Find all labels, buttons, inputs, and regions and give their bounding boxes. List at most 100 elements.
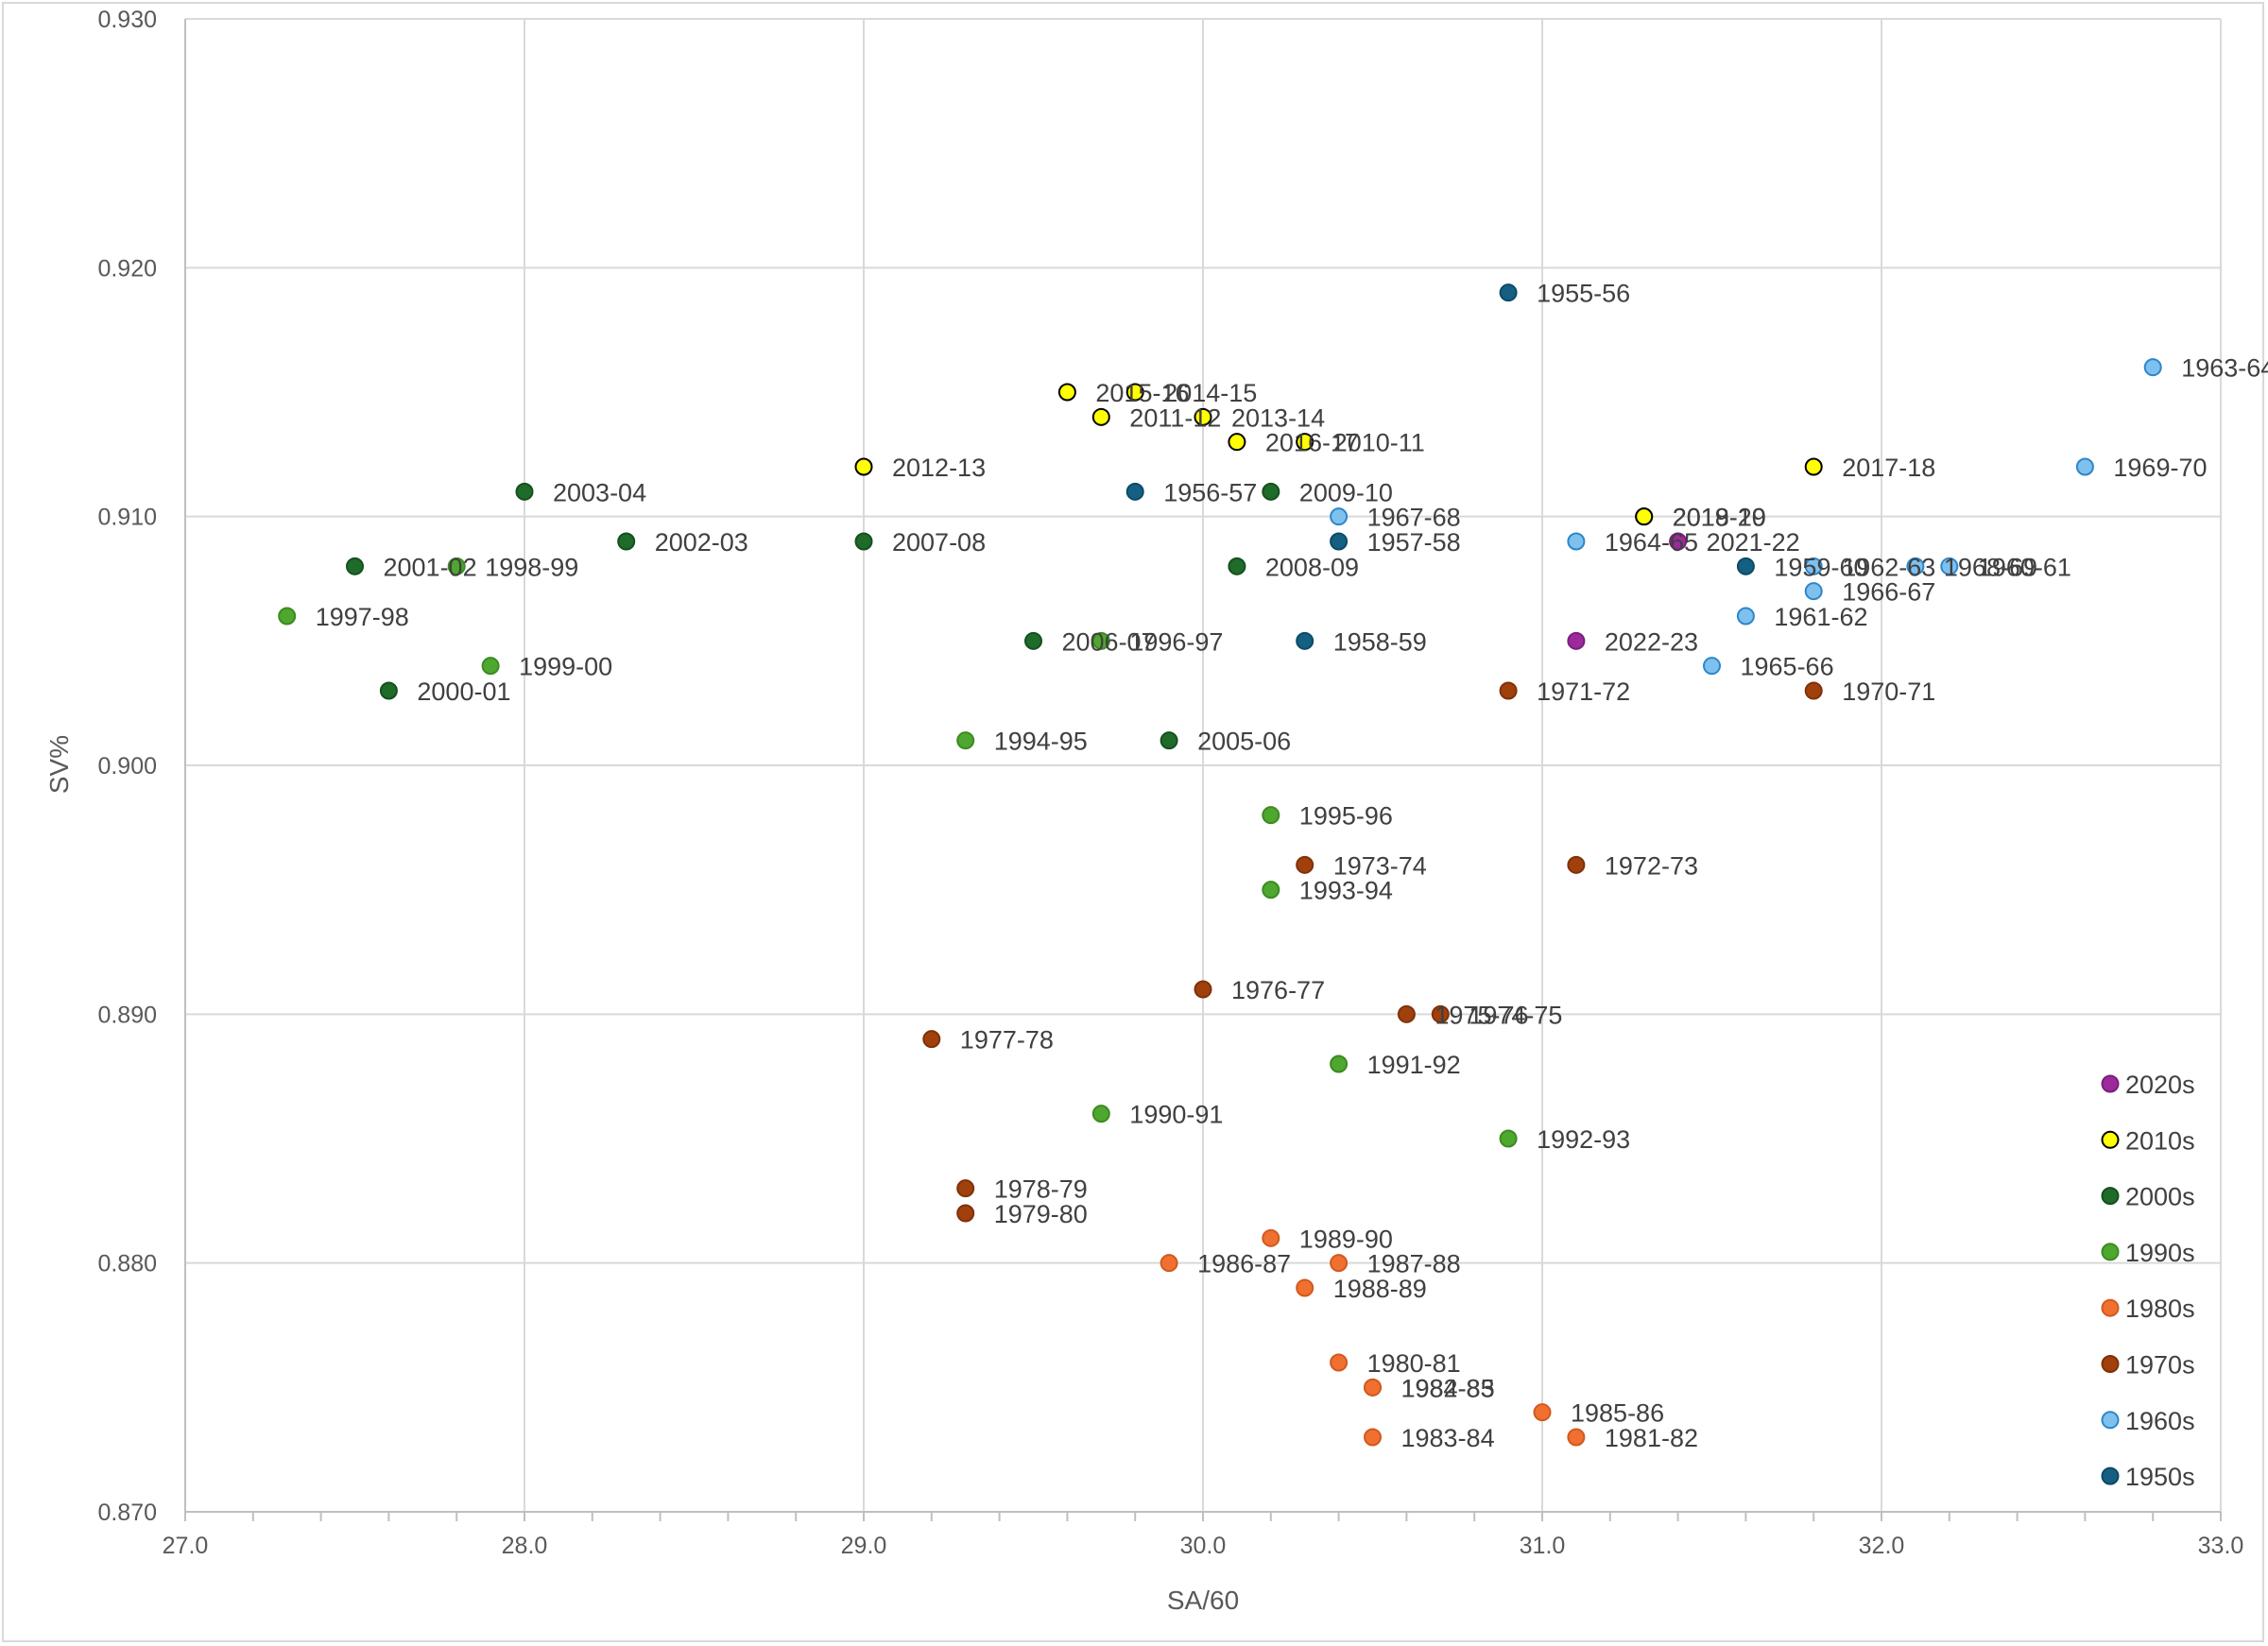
x-tick-label: 28.0 bbox=[502, 1533, 548, 1559]
data-point bbox=[447, 557, 466, 575]
x-tick-label: 27.0 bbox=[163, 1533, 209, 1559]
point-label: 1992-93 bbox=[1537, 1125, 1630, 1154]
data-point bbox=[1567, 1428, 1586, 1447]
point-label: 1969-70 bbox=[2113, 454, 2207, 482]
point-label: 1982-83 bbox=[1401, 1374, 1495, 1402]
data-point bbox=[1397, 1004, 1416, 1023]
data-point bbox=[1703, 657, 1721, 676]
gridlines bbox=[185, 18, 2222, 1512]
point-label: 1995-96 bbox=[1299, 802, 1393, 831]
data-point bbox=[1330, 1254, 1349, 1273]
point-label: 2022-23 bbox=[1605, 627, 1698, 656]
point-label: 1994-95 bbox=[994, 728, 1088, 756]
data-point bbox=[1262, 881, 1280, 900]
data-point bbox=[1091, 407, 1110, 426]
point-label: 2001-02 bbox=[384, 553, 477, 581]
data-point bbox=[379, 681, 398, 700]
legend-label: 1950s bbox=[2125, 1463, 2195, 1491]
point-label: 1978-79 bbox=[994, 1175, 1088, 1204]
data-point bbox=[1228, 557, 1246, 575]
data-point bbox=[1940, 557, 1959, 575]
data-point bbox=[1160, 731, 1178, 750]
data-point bbox=[1330, 507, 1349, 526]
data-point bbox=[1296, 855, 1314, 874]
y-tick-label: 0.910 bbox=[97, 505, 157, 531]
data-point bbox=[481, 657, 500, 676]
point-label: 1977-78 bbox=[960, 1026, 1054, 1054]
data-point bbox=[1160, 1254, 1178, 1273]
x-tick-label: 29.0 bbox=[841, 1533, 887, 1559]
point-label: 2013-14 bbox=[1231, 403, 1325, 432]
data-point bbox=[1499, 283, 1518, 302]
point-label: 2005-06 bbox=[1197, 728, 1291, 756]
point-label: 1973-74 bbox=[1333, 851, 1427, 880]
x-tick-label: 33.0 bbox=[2198, 1533, 2244, 1559]
point-label: 1976-77 bbox=[1231, 976, 1325, 1004]
y-tick-label: 0.900 bbox=[97, 753, 157, 780]
point-label: 2014-15 bbox=[1163, 379, 1257, 407]
data-point bbox=[1296, 1278, 1314, 1297]
point-label: 1991-92 bbox=[1367, 1051, 1461, 1079]
data-point bbox=[1499, 1129, 1518, 1148]
data-point bbox=[1533, 1403, 1552, 1422]
point-label: 1964-65 bbox=[1605, 528, 1698, 557]
point-label: 1999-00 bbox=[519, 653, 612, 681]
point-label: 1975-76 bbox=[1435, 1001, 1528, 1029]
y-tick-label: 0.920 bbox=[97, 255, 157, 282]
point-label: 1970-71 bbox=[1842, 677, 1935, 706]
data-point bbox=[515, 482, 534, 501]
x-tick-label: 32.0 bbox=[1859, 1533, 1905, 1559]
data-point bbox=[1364, 1378, 1382, 1397]
point-label: 1966-67 bbox=[1842, 578, 1935, 607]
data-point bbox=[1296, 631, 1314, 650]
point-label: 2016-17 bbox=[1265, 429, 1359, 457]
data-point bbox=[1194, 980, 1212, 999]
point-label: 1963-64 bbox=[2181, 354, 2268, 383]
legend-label: 1980s bbox=[2125, 1295, 2195, 1323]
data-point bbox=[1330, 532, 1349, 551]
point-label: 1974-75 bbox=[1469, 1001, 1562, 1029]
point-label: 1979-80 bbox=[994, 1200, 1088, 1228]
point-label: 1956-57 bbox=[1163, 478, 1257, 506]
legend-marker bbox=[2101, 1411, 2120, 1430]
legend-label: 2000s bbox=[2125, 1183, 2195, 1211]
point-label: 1968-69 bbox=[1944, 553, 2037, 581]
data-point bbox=[346, 557, 364, 575]
data-point bbox=[1804, 557, 1823, 575]
point-label: 1985-86 bbox=[1571, 1399, 1664, 1428]
data-point bbox=[2143, 358, 2162, 377]
point-label: 1987-88 bbox=[1367, 1250, 1461, 1278]
legend-label: 1970s bbox=[2125, 1351, 2195, 1380]
point-label: 1967-68 bbox=[1367, 504, 1461, 532]
point-label: 1996-97 bbox=[1129, 627, 1223, 656]
data-point bbox=[1024, 631, 1042, 650]
data-point bbox=[1091, 631, 1110, 650]
point-label: 1962-63 bbox=[1842, 553, 1935, 581]
y-tick-label: 0.930 bbox=[97, 7, 157, 33]
legend-marker bbox=[2101, 1355, 2120, 1373]
data-point bbox=[2075, 457, 2094, 476]
legend-label: 1960s bbox=[2125, 1407, 2195, 1435]
point-label: 1980-81 bbox=[1367, 1349, 1461, 1378]
y-tick-label: 0.890 bbox=[97, 1002, 157, 1028]
legend-marker bbox=[2101, 1130, 2120, 1149]
data-point bbox=[1262, 1228, 1280, 1247]
point-label: 1990-91 bbox=[1129, 1101, 1223, 1129]
data-point bbox=[1635, 507, 1654, 526]
point-label: 1955-56 bbox=[1537, 280, 1630, 308]
data-point bbox=[956, 1179, 975, 1198]
data-point bbox=[922, 1030, 941, 1049]
data-point bbox=[1364, 1428, 1382, 1447]
data-point bbox=[956, 1204, 975, 1223]
point-label: 1960-61 bbox=[1978, 553, 2071, 581]
point-label: 1997-98 bbox=[316, 603, 409, 631]
point-label: 2003-04 bbox=[553, 478, 646, 506]
point-label: 2012-13 bbox=[892, 454, 986, 482]
data-point bbox=[617, 532, 636, 551]
data-point bbox=[1262, 482, 1280, 501]
data-point bbox=[1125, 482, 1144, 501]
point-label: 1957-58 bbox=[1367, 528, 1461, 557]
point-label: 2002-03 bbox=[655, 528, 748, 557]
